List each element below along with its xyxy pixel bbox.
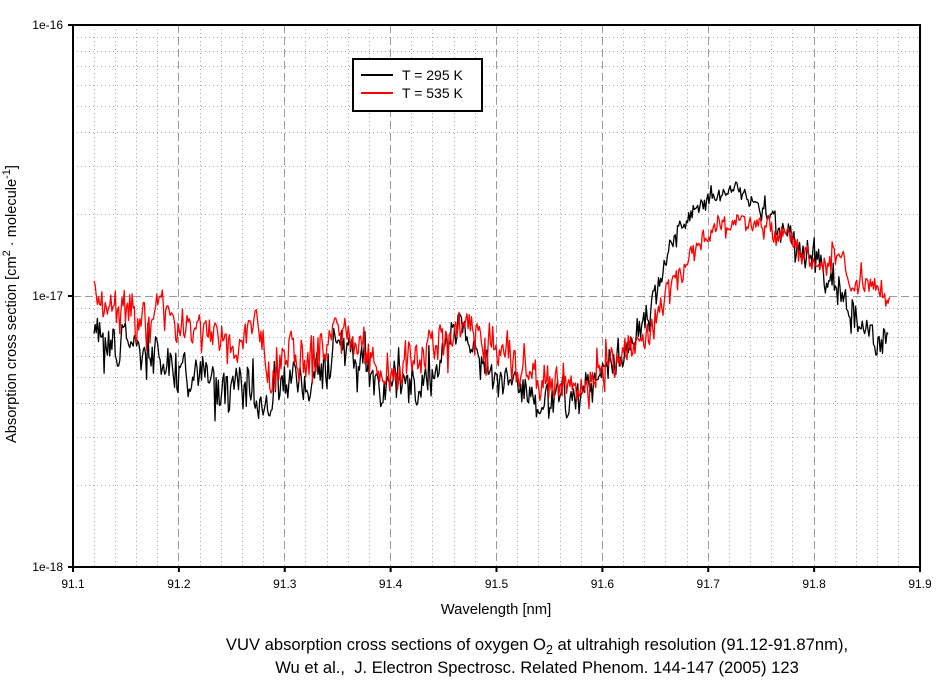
- svg-text:1e-16: 1e-16: [32, 18, 63, 32]
- svg-text:Wavelength [nm]: Wavelength [nm]: [441, 602, 551, 618]
- svg-text:91.3: 91.3: [273, 577, 297, 591]
- svg-text:91.1: 91.1: [61, 577, 85, 591]
- svg-text:91.7: 91.7: [697, 577, 721, 591]
- svg-text:T = 295 K: T = 295 K: [402, 67, 464, 83]
- svg-text:91.5: 91.5: [485, 577, 509, 591]
- svg-text:91.4: 91.4: [379, 577, 403, 591]
- svg-text:T = 535 K: T = 535 K: [402, 85, 464, 101]
- svg-text:VUV absorption cross sections: VUV absorption cross sections of oxygen …: [226, 635, 848, 657]
- svg-text:1e-17: 1e-17: [32, 289, 63, 303]
- svg-text:91.2: 91.2: [167, 577, 191, 591]
- svg-text:91.8: 91.8: [802, 577, 826, 591]
- svg-text:1e-18: 1e-18: [32, 560, 63, 574]
- svg-text:91.9: 91.9: [908, 577, 932, 591]
- svg-text:91.6: 91.6: [591, 577, 615, 591]
- svg-text:Absorption cross section [cm2: Absorption cross section [cm2 · molecule…: [1, 165, 20, 443]
- svg-text:Wu et al., J. Electron Spectr: Wu et al., J. Electron Spectrosc. Relate…: [275, 658, 799, 677]
